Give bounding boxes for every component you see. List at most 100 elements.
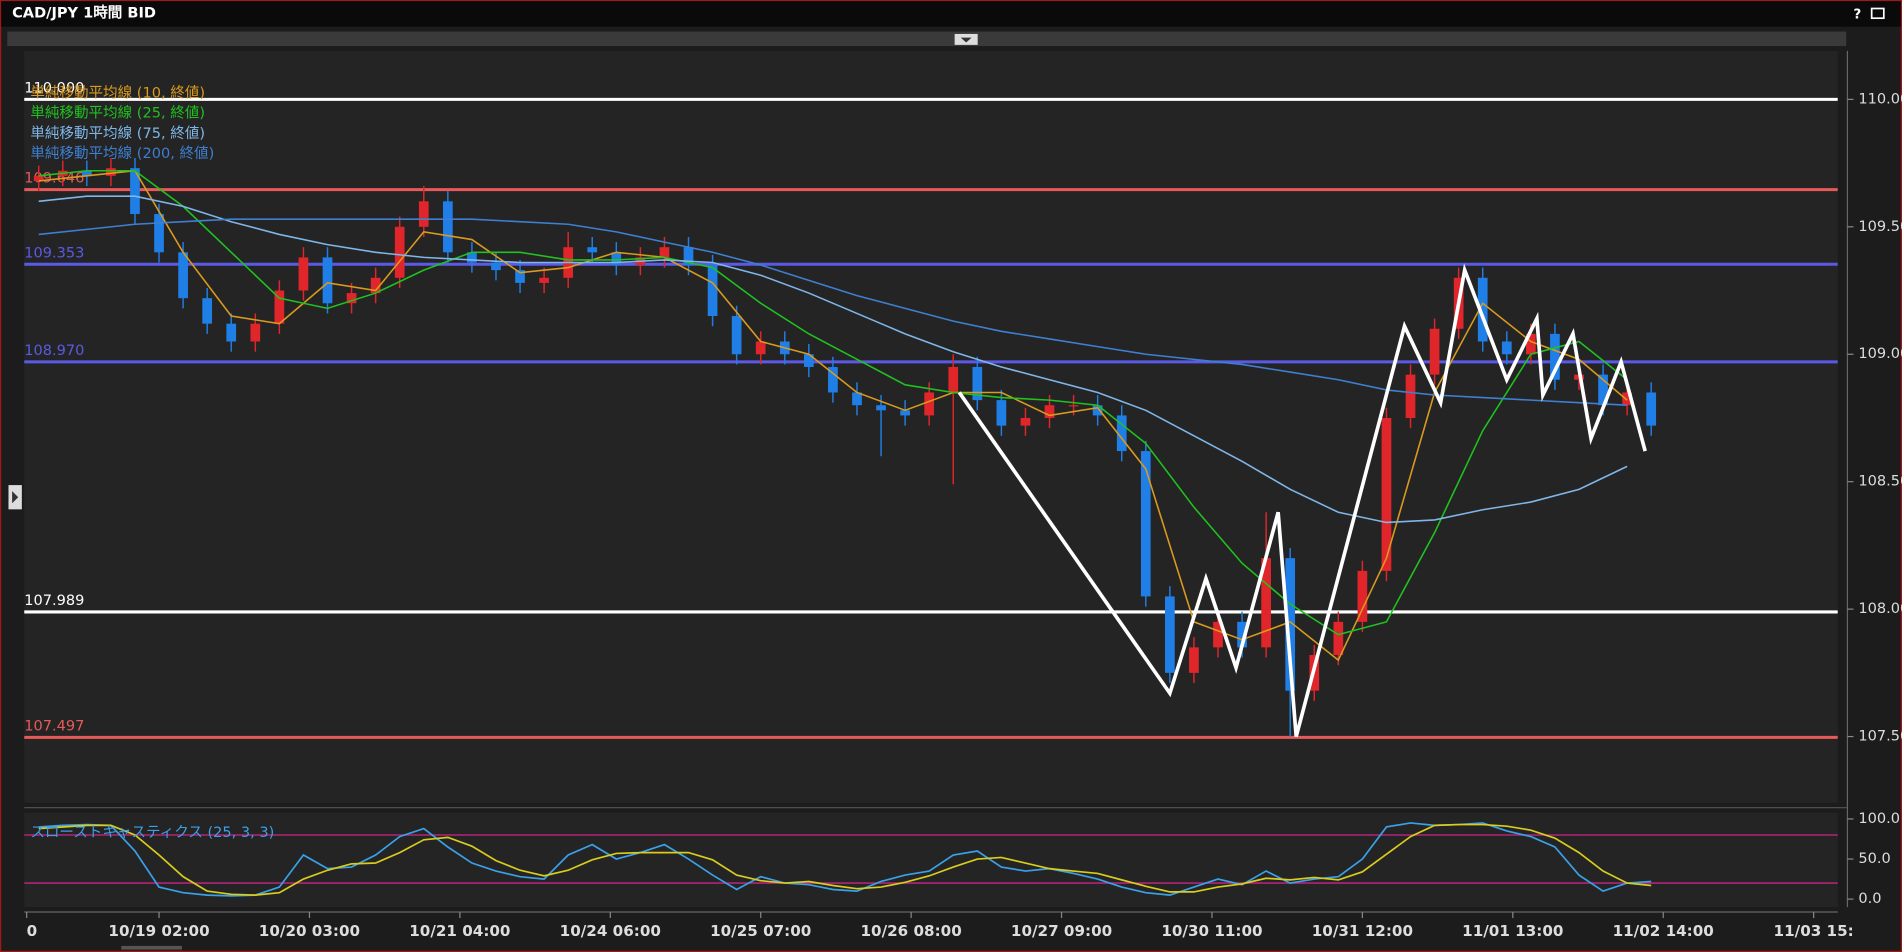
y-tick-label: 109.50 (1858, 218, 1902, 235)
plot-area (24, 50, 1838, 803)
candle-body (154, 214, 164, 253)
window-title: CAD/JPY 1時間 BID (12, 3, 156, 21)
x-tick-label: 10/19 02:00 (108, 922, 209, 940)
x-tick-label: 10/31 12:00 (1312, 922, 1413, 940)
candle-body (81, 170, 92, 176)
candle-body (322, 257, 333, 304)
candle-body (1550, 333, 1560, 380)
level-label: 110.000 (24, 79, 84, 96)
candle-body (250, 323, 261, 342)
candle-body (539, 277, 549, 283)
candle-body (1477, 277, 1488, 342)
candle-body (1116, 415, 1127, 452)
title-bar (1, 1, 1901, 27)
candle-body (659, 247, 670, 258)
y-tick-label: 110.00 (1858, 90, 1902, 107)
candle-body (707, 265, 718, 317)
indicator-label: スローストキャスティクス (25, 3, 3) (30, 824, 274, 841)
candle-body (418, 201, 429, 227)
x-tick-label: 0 (27, 922, 38, 940)
candle-body (130, 168, 140, 215)
y-tick-label: 108.00 (1858, 600, 1902, 617)
stochastic-area (24, 812, 1838, 908)
candle-body (828, 366, 838, 393)
candle-body (1092, 405, 1103, 416)
y-tick-label: 108.50 (1858, 473, 1902, 490)
candle-body (948, 366, 959, 393)
oscillator-line (38, 823, 1652, 896)
level-label: 109.353 (24, 244, 84, 261)
candle-body (1213, 621, 1223, 648)
candle-body (1333, 621, 1344, 656)
candle-body (924, 392, 935, 416)
maximize-button[interactable] (1870, 7, 1885, 20)
candle-body (1357, 570, 1368, 622)
moving-average-line (38, 218, 1628, 407)
legend-entry: 単純移動平均線 (25, 終値) (30, 105, 205, 122)
candle-body (1044, 405, 1055, 418)
x-tick-label: 10/20 03:00 (259, 922, 360, 940)
candle-body (803, 354, 814, 367)
candle-body (972, 366, 983, 401)
side-arrow (12, 491, 19, 504)
candle-body (467, 252, 477, 263)
candle-body (1501, 341, 1512, 355)
candle-body (106, 168, 116, 176)
candle-body (1646, 392, 1657, 426)
x-tick-label: 10/30 11:00 (1161, 922, 1262, 940)
plot-layer: 110.00 109.50 109.00 108.50 108.00 107.50 110.… (24, 79, 1902, 939)
candle-body (852, 392, 862, 406)
candle-body (1020, 417, 1031, 426)
candle-body (226, 323, 237, 342)
candle-body (1381, 417, 1392, 571)
scrollbar-thumb[interactable] (121, 945, 182, 950)
candle-body (1622, 392, 1632, 406)
candle-body (1140, 451, 1151, 597)
y-tick-label: 50.0 (1858, 850, 1890, 867)
oscillator-line (38, 822, 1652, 897)
candle-body (298, 257, 309, 291)
candle-body (1598, 374, 1608, 406)
candle-body (1068, 405, 1079, 407)
candle-body (202, 298, 213, 324)
candle-body (1261, 558, 1271, 648)
x-tick-label: 11/03 15: (1774, 922, 1854, 940)
candle-body (1164, 596, 1175, 673)
candle-body (515, 270, 525, 283)
candle-body (611, 252, 622, 266)
moving-average-line (38, 169, 1628, 636)
y-tick-label: 109.00 (1858, 345, 1902, 362)
x-tick-label: 10/27 09:00 (1011, 922, 1112, 940)
candle-body (587, 247, 598, 253)
candle-body (900, 410, 910, 416)
candle-body (33, 175, 44, 181)
candle-body (731, 316, 742, 355)
candle-body (1285, 558, 1296, 691)
candle-body (1405, 374, 1416, 418)
candle-body (1429, 328, 1440, 375)
candle-body (1237, 621, 1247, 648)
level-label: 107.989 (24, 592, 84, 609)
candle-body (1526, 333, 1536, 355)
candle-body (996, 400, 1007, 426)
y-tick-label: 0.0 (1858, 890, 1881, 907)
candle-body (178, 252, 188, 299)
y-tick-label: 107.50 (1858, 728, 1902, 745)
candle-body (370, 277, 381, 294)
legend-entry: 単純移動平均線 (75, 終値) (30, 125, 205, 142)
x-tick-label: 10/24 06:00 (560, 922, 661, 940)
x-tick-label: 11/01 13:00 (1462, 922, 1563, 940)
legend-entry: 単純移動平均線 (200, 終値) (30, 145, 214, 162)
x-tick-label: 10/26 08:00 (860, 922, 961, 940)
legend-entry: 単純移動平均線 (10, 終値) (30, 84, 205, 101)
help-button[interactable]: ? (1853, 8, 1861, 23)
candle-body (876, 405, 886, 411)
candle-body (755, 341, 766, 355)
candle-body (683, 247, 694, 266)
toolbar-strip (7, 31, 1847, 47)
level-label: 108.970 (24, 342, 84, 359)
x-tick-label: 10/25 07:00 (710, 922, 811, 940)
candle-body (394, 226, 405, 278)
